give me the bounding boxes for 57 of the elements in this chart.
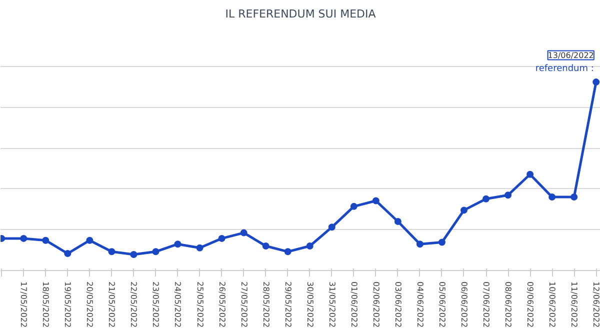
point — [240, 229, 248, 236]
point — [64, 250, 72, 258]
x-tick-label: 04/06/2022 — [415, 282, 424, 328]
point — [174, 240, 182, 248]
point — [372, 197, 380, 204]
text: referendum : — [535, 64, 594, 74]
x-tick-label: 17/05/2022 — [19, 282, 28, 328]
point — [218, 234, 226, 242]
x-tick-label: 11/06/2022 — [570, 282, 579, 328]
point — [548, 194, 556, 200]
x-tick-label: 27/05/2022 — [239, 282, 248, 328]
point — [460, 206, 468, 214]
text: 13/06/2022 — [548, 50, 594, 60]
point — [350, 202, 358, 210]
x-tick-label: 24/05/2022 — [173, 282, 182, 328]
chart-title: IL REFERENDUM SUI MEDIA — [225, 8, 376, 20]
x-tick-label: 03/06/2022 — [393, 282, 402, 328]
point — [152, 248, 160, 256]
point — [42, 236, 50, 244]
x-tick-label: 31/05/2022 — [327, 282, 336, 328]
x-tick-label: 23/05/2022 — [151, 282, 160, 328]
x-tick-label: 28/05/2022 — [261, 282, 270, 328]
x-tick-label: 07/06/2022 — [482, 282, 491, 328]
x-tick-label: 12/06/2022 — [592, 282, 600, 328]
point — [108, 248, 116, 256]
x-tick-label: 19/05/2022 — [63, 282, 72, 328]
point — [482, 195, 490, 202]
x-tick-label: 29/05/2022 — [283, 282, 292, 328]
x-tick-label: 26/05/2022 — [217, 282, 226, 328]
x-tick-label: 22/05/2022 — [129, 282, 138, 328]
point — [284, 248, 292, 256]
point — [130, 250, 138, 258]
point — [328, 224, 336, 231]
x-tick-label: 09/06/2022 — [526, 282, 535, 328]
x-tick-label: 02/06/2022 — [371, 282, 380, 328]
point — [526, 170, 534, 178]
point — [592, 78, 600, 86]
x-tick-label: 30/05/2022 — [305, 282, 314, 328]
point — [20, 234, 28, 242]
point — [504, 192, 512, 199]
x-tick-label: 10/06/2022 — [548, 282, 557, 328]
point — [570, 194, 578, 200]
x-tick-label: 20/05/2022 — [85, 282, 94, 328]
point — [262, 242, 270, 250]
x-tick-label: 06/06/2022 — [459, 282, 468, 328]
x-tick-label: 08/06/2022 — [504, 282, 513, 328]
point — [438, 238, 446, 246]
point — [394, 218, 402, 225]
point — [86, 236, 94, 244]
x-tick-label: 21/05/2022 — [107, 282, 116, 328]
point — [306, 242, 314, 250]
x-tick-label: 01/06/2022 — [349, 282, 358, 328]
x-tick-label: 25/05/2022 — [195, 282, 204, 328]
point — [416, 240, 424, 248]
x-tick-label: 05/06/2022 — [437, 282, 446, 328]
x-tick-label: 18/05/2022 — [41, 282, 50, 328]
point — [196, 244, 204, 252]
